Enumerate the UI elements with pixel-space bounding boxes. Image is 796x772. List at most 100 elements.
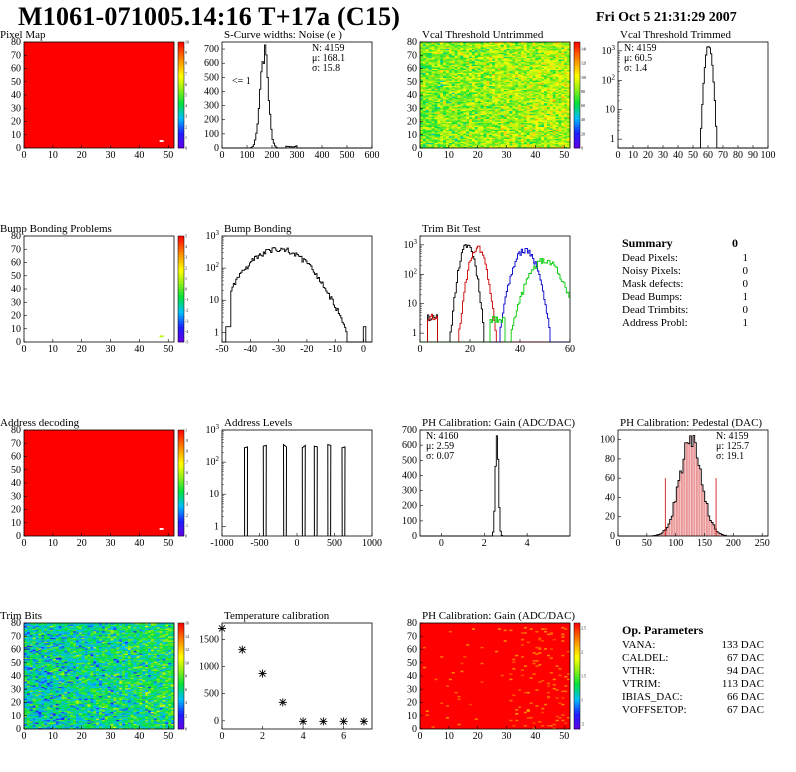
summary-row-value: 1	[742, 291, 749, 303]
temperature-calibration-point-7	[359, 717, 368, 726]
bump-problems-ytick-0: 0	[16, 337, 21, 348]
address-decoding-hot-pixel-0	[159, 528, 164, 530]
pixel-map-xtick-2: 20	[77, 150, 87, 161]
ph-gain-xtick-1: 2	[482, 538, 487, 549]
op_params-row-label: VOFFSETOP:	[622, 704, 687, 716]
trim-bits-zscale-label-0: 0	[185, 727, 187, 732]
address-levels-histogram	[243, 443, 346, 537]
address-levels-plot-area	[243, 443, 346, 537]
address-levels-ytick-2: 102	[206, 455, 220, 468]
ph-gain-title: PH Calibration: Gain (ADC/DAC)	[422, 417, 576, 429]
address-decoding-zscale-label-4: .4	[185, 491, 188, 496]
bump-problems-ytick-5: 50	[11, 271, 21, 282]
scurve-noise-xtick-3: 300	[290, 150, 305, 161]
pixel-map-ytick-7: 70	[11, 50, 21, 61]
scurve-noise-xtick-6: 600	[365, 150, 380, 161]
temperature-calibration-xtick-0: 0	[220, 731, 225, 742]
bump-problems-zscale-label-2: -3	[185, 318, 188, 323]
address-levels-peak-2	[282, 443, 288, 537]
vcal-untrimmed-zscale-label-1: 20	[581, 131, 585, 136]
bump-problems-zscale-label-3: -2	[185, 308, 188, 313]
op-parameters-title: Op. Parameters	[622, 623, 704, 637]
ph-gain-ytick-3: 300	[402, 486, 417, 497]
address-decoding-plot-area	[24, 430, 174, 536]
address-decoding-zscale-label-9: .9	[185, 438, 188, 443]
bump-bonding-ytick-1: 10	[209, 295, 219, 306]
pixel-map-ytick-1: 10	[11, 130, 21, 141]
temperature-calibration-xtick-1: 2	[260, 731, 265, 742]
address-decoding-ytick-8: 80	[11, 425, 21, 436]
trim-bit-test-plot-area	[420, 244, 570, 343]
vcal-untrimmed-ytick-6: 60	[407, 64, 417, 75]
vcal-untrimmed-zscale-label-6: 120	[581, 61, 586, 66]
trim-bits-xtick-4: 40	[134, 731, 144, 742]
ph-gain-map-ytick-1: 10	[407, 711, 417, 722]
bump-bonding-xtick-1: -40	[244, 344, 257, 355]
ph-gain-ytick-7: 700	[402, 425, 417, 436]
trim-bits-xtick-2: 20	[77, 731, 87, 742]
bump-bonding-plot-area	[222, 247, 372, 343]
bump-problems-ytick-2: 20	[11, 311, 21, 322]
vcal-untrimmed-xtick-3: 30	[502, 150, 512, 161]
vcal-untrimmed-ytick-3: 30	[407, 103, 417, 114]
op_params-row-label: IBIAS_DAC:	[622, 691, 683, 703]
address-decoding-ytick-6: 60	[11, 452, 21, 463]
bump-bonding-xtick-5: 0	[361, 344, 366, 355]
ph-gain-stat-mu: μ: 2.59	[426, 441, 454, 452]
trim-bit-test-ytick-0: 1	[412, 328, 417, 339]
bump-problems-xtick-5: 50	[163, 344, 173, 355]
ph-pedestal-xtick-1: 50	[642, 538, 652, 549]
vcal-untrimmed-title: Vcal Threshold Untrimmed	[422, 29, 544, 41]
ph-gain-map-color-scale: .5 1 1.5 2 2.5	[573, 622, 586, 730]
ph-gain-map-ytick-6: 60	[407, 645, 417, 656]
address-levels-peak-1	[262, 444, 267, 537]
temperature-calibration-point-5	[319, 717, 328, 726]
trim-bits-zscale-label-4: 8	[185, 674, 187, 679]
vcal-trimmed-ytick-1: 10	[605, 105, 615, 116]
temperature-calibration-point-2	[258, 669, 267, 678]
address-decoding-xtick-1: 10	[48, 538, 58, 549]
summary-total: 0	[732, 236, 738, 250]
temperature-calibration-point-6	[339, 717, 348, 726]
pixel-map-plot-area	[24, 42, 174, 148]
bump-problems-zscale-label-7: 2	[185, 265, 187, 270]
pixel-map-zscale-label-4: 4	[185, 103, 187, 108]
pixel-map-ytick-5: 50	[11, 77, 21, 88]
vcal-untrimmed-ytick-5: 50	[407, 77, 417, 88]
scurve-noise-chart: 0 100 200 300 400 500 600010020030040050060070…	[204, 41, 380, 161]
temperature-calibration-axes: 0 2 4 6 0 500 1000 1500	[199, 634, 346, 742]
ph-gain-ytick-0: 0	[412, 531, 417, 542]
ph-pedestal-frame	[617, 429, 769, 537]
address-decoding-ytick-3: 30	[11, 491, 21, 502]
scurve-noise-ytick-7: 700	[204, 44, 219, 55]
pixel-map-ytick-0: 0	[16, 143, 21, 154]
temperature-calibration-xtick-2: 4	[301, 731, 306, 742]
scurve-noise-ytick-1: 100	[204, 129, 219, 140]
trim-bits-ytick-0: 0	[16, 724, 21, 735]
ph-gain-map-xtick-2: 20	[473, 731, 483, 742]
address-levels-ytick-3: 103	[206, 424, 220, 436]
summary-row-value: 0	[742, 304, 749, 316]
trim-bit-test-xtick-2: 40	[515, 344, 525, 355]
bump-problems-zscale-label-5: 0	[185, 287, 187, 292]
bump-bonding-ytick-0: 1	[214, 327, 219, 338]
trim-bits-ytick-5: 50	[11, 658, 21, 669]
vcal-trimmed-title: Vcal Threshold Trimmed	[620, 29, 732, 41]
trim-bit-test-ytick-1: 10	[407, 299, 417, 310]
bump-problems-xtick-0: 0	[22, 344, 27, 355]
bump-problems-ytick-1: 10	[11, 324, 21, 335]
pixel-map-zscale-label-3: 3	[185, 114, 187, 119]
temperature-calibration-points	[218, 624, 368, 726]
vcal-untrimmed-ytick-2: 20	[407, 117, 417, 128]
pixel-map-zscale-label-0: 0	[185, 146, 187, 151]
pixel-map-ytick-8: 80	[11, 37, 21, 48]
pixel-map-xtick-4: 40	[134, 150, 144, 161]
ph-gain-map-ytick-4: 40	[407, 671, 417, 682]
summary-row-label: Dead Trimbits:	[622, 304, 689, 316]
bump-problems-xtick-2: 20	[77, 344, 87, 355]
address-levels-peak-0	[243, 446, 249, 537]
